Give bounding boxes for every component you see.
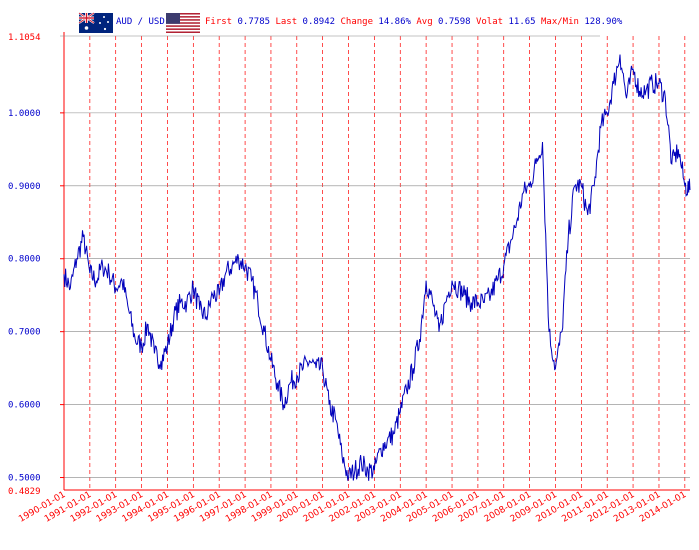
stat-label: Change <box>335 17 378 27</box>
x-axis-labels: 1990-01-011991-01-011992-01-011993-01-01… <box>17 490 688 525</box>
stat-value: 11.65 <box>508 17 535 27</box>
stat-value: 128.90% <box>584 17 623 27</box>
y-tick-label: 0.6000 <box>8 401 41 411</box>
stat-label: Avg <box>411 17 438 27</box>
currency-pair-label: AUD / USD <box>116 17 165 27</box>
chart-header: AUD / USD First 0.7785 Last 0.8942 Chang… <box>78 12 623 33</box>
stat-label: Last <box>270 17 303 27</box>
stat-value: 0.7598 <box>438 17 471 27</box>
vertical-gridlines <box>63 36 686 490</box>
series-line-aud-usd <box>63 54 691 481</box>
stats-line: First 0.7785 Last 0.8942 Change 14.86% A… <box>205 17 623 27</box>
stat-label: Volat <box>471 17 509 27</box>
y-tick-label: 0.7000 <box>8 328 41 338</box>
y-max-label: 1.1054 <box>8 33 41 43</box>
y-min-label: 0.4829 <box>8 487 41 497</box>
y-axis-labels: 0.5000 0.6000 0.7000 0.8000 0.9000 1.0000 1.10… <box>8 33 41 497</box>
y-tick-label: 0.5000 <box>8 474 41 484</box>
stat-value: 14.86% <box>378 17 411 27</box>
y-tick-label: 1.0000 <box>8 109 41 119</box>
australia-flag-icon <box>78 12 113 33</box>
axes <box>60 32 690 491</box>
y-tick-label: 0.9000 <box>8 182 41 192</box>
usa-flag-icon <box>166 13 200 33</box>
stat-value: 0.7785 <box>238 17 271 27</box>
stat-value: 0.8942 <box>303 17 336 27</box>
stat-label: Max/Min <box>536 17 585 27</box>
horizontal-gridlines <box>60 112 690 479</box>
y-tick-label: 0.8000 <box>8 255 41 265</box>
stat-label: First <box>205 17 238 27</box>
